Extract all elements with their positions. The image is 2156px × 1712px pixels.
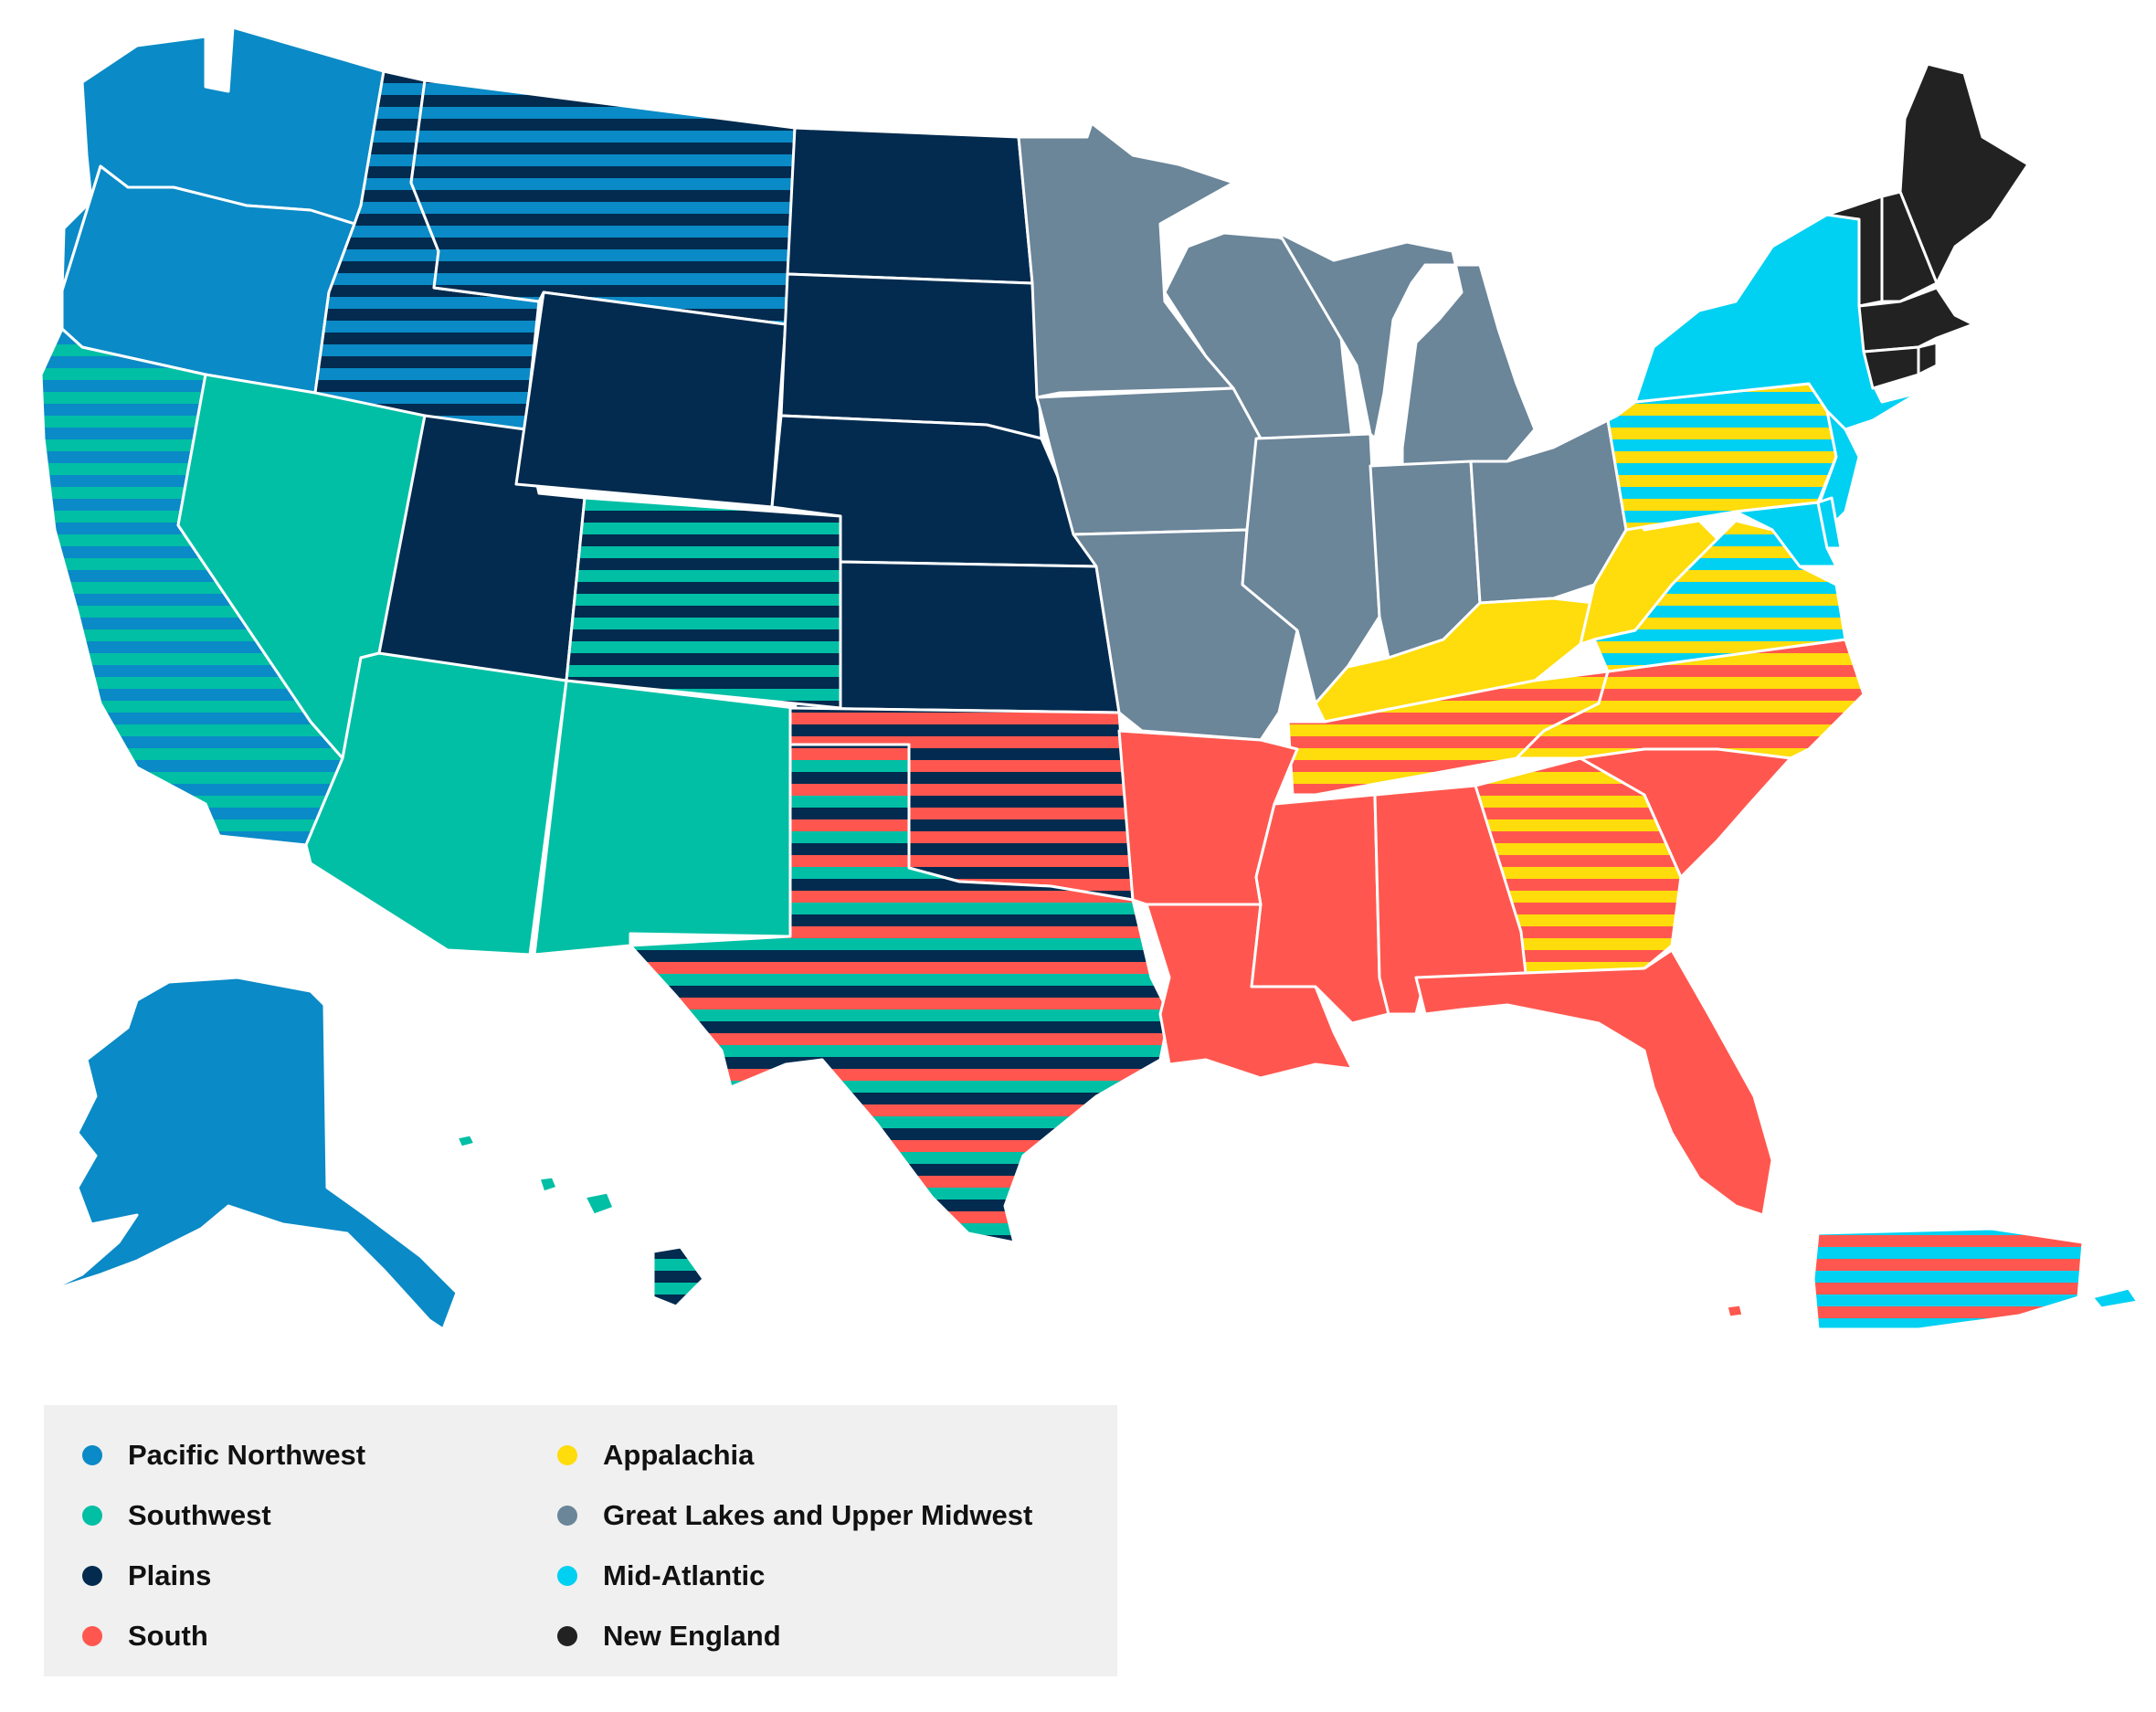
- legend-item: Appalachia: [557, 1425, 1032, 1485]
- legend-swatch: [557, 1506, 577, 1526]
- state-FL: [1414, 948, 1774, 1217]
- legend-label: Pacific Northwest: [128, 1439, 366, 1471]
- state-CT: [1862, 345, 1920, 390]
- legend-label: Appalachia: [603, 1439, 755, 1471]
- map-legend: Pacific Northwest Southwest Plains South…: [44, 1405, 1117, 1676]
- state-WI: [1163, 231, 1354, 440]
- legend-swatch: [557, 1445, 577, 1465]
- state-IA: [1035, 386, 1263, 536]
- legend-swatch: [82, 1626, 102, 1646]
- state-NY: [1633, 213, 1920, 431]
- legend-item: Mid-Atlantic: [557, 1546, 1032, 1606]
- state-RI: [1917, 341, 1939, 376]
- state-NM: [533, 679, 797, 956]
- state-KS: [793, 560, 1121, 714]
- state-HI-2: [537, 1175, 559, 1194]
- state-CO: [565, 496, 842, 710]
- state-MT: [409, 79, 797, 326]
- state-SD: [779, 272, 1043, 440]
- legend-item: Plains: [82, 1546, 365, 1606]
- legend-label: Plains: [128, 1559, 212, 1591]
- legend-column-left: Pacific Northwest Southwest Plains South: [82, 1425, 365, 1666]
- state-WY: [514, 291, 787, 509]
- legend-item: South: [82, 1606, 365, 1666]
- legend-item: New England: [557, 1606, 1032, 1666]
- state-HI-1: [455, 1133, 477, 1149]
- state-ND: [786, 126, 1034, 285]
- legend-label: Great Lakes and Upper Midwest: [603, 1499, 1033, 1531]
- state-HI-3: [583, 1190, 616, 1217]
- legend-item: Great Lakes and Upper Midwest: [557, 1485, 1032, 1546]
- state-SC: [1579, 747, 1792, 879]
- legend-column-right: Appalachia Great Lakes and Upper Midwest…: [557, 1425, 1032, 1666]
- us-regions-map: [39, 26, 2140, 1331]
- territory-PR-island-1: [1725, 1303, 1745, 1319]
- legend-swatch: [82, 1445, 102, 1465]
- legend-swatch: [82, 1506, 102, 1526]
- legend-label: Mid-Atlantic: [603, 1559, 766, 1591]
- legend-swatch: [557, 1626, 577, 1646]
- state-HI-4: [651, 1245, 705, 1308]
- legend-swatch: [557, 1566, 577, 1586]
- legend-item: Southwest: [82, 1485, 365, 1546]
- territory-PR-island-2: [2090, 1286, 2140, 1310]
- legend-label: South: [128, 1620, 208, 1652]
- territory-PR: [1812, 1227, 2085, 1331]
- legend-label: Southwest: [128, 1499, 271, 1531]
- legend-item: Pacific Northwest: [82, 1425, 365, 1485]
- legend-swatch: [82, 1566, 102, 1586]
- state-AZ: [304, 651, 568, 956]
- state-AK: [42, 976, 459, 1331]
- state-VA: [1592, 519, 1847, 673]
- state-DE: [1816, 496, 1843, 550]
- state-MI: [1277, 231, 1537, 468]
- legend-label: New England: [603, 1620, 781, 1652]
